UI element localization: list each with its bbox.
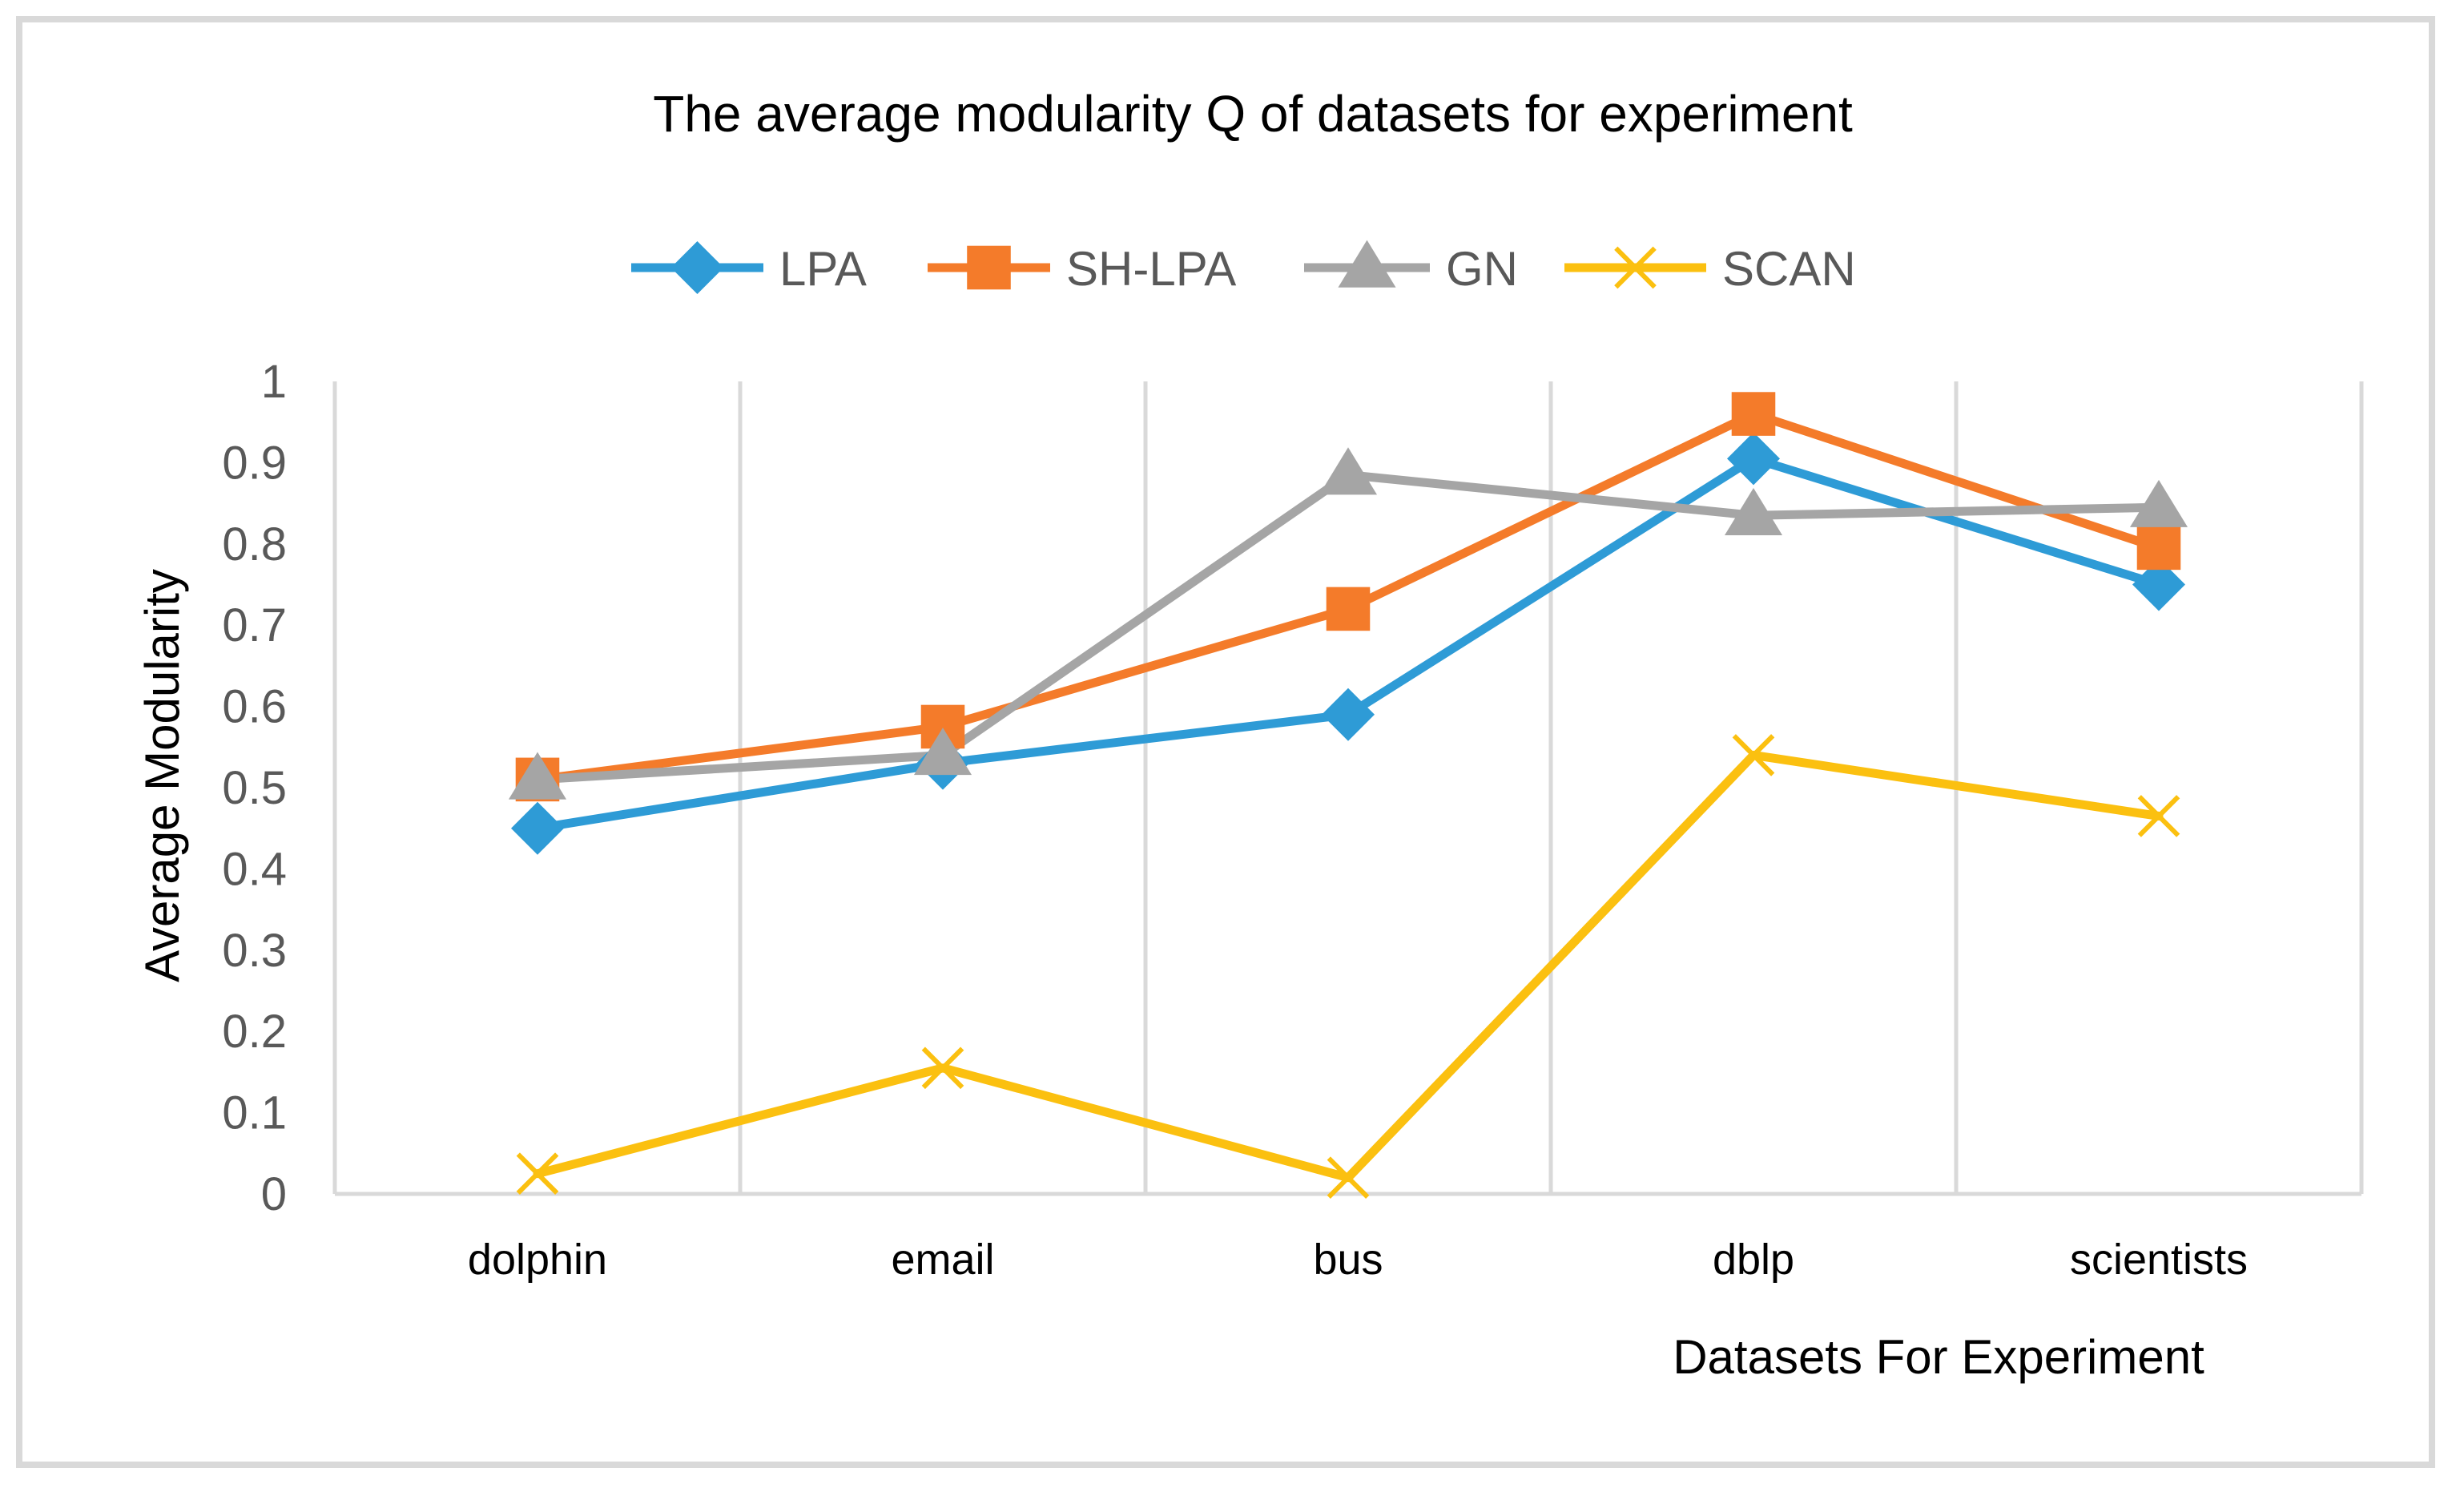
y-tick-label: 0.5 xyxy=(222,762,287,814)
data-point-scan xyxy=(1732,734,1775,776)
data-point-lpa xyxy=(511,801,564,855)
legend-marker-gn xyxy=(1338,240,1396,288)
data-point-scan xyxy=(921,1046,964,1090)
y-tick-label: 0.8 xyxy=(222,518,287,571)
legend-marker-scan xyxy=(1614,246,1657,289)
y-tick-label: 1 xyxy=(261,356,287,408)
gridlines xyxy=(332,381,2364,1196)
series-markers xyxy=(508,392,2188,1200)
y-tick-label: 0.7 xyxy=(222,599,287,651)
x-tick-label: scientists xyxy=(2070,1236,2248,1284)
chart-title: The average modularity Q of datasets for… xyxy=(653,85,1853,143)
legend-label-gn: GN xyxy=(1446,242,1518,296)
y-tick-label: 0 xyxy=(261,1168,287,1220)
data-point-sh-lpa xyxy=(1326,587,1371,631)
y-tick-label: 0.2 xyxy=(222,1006,287,1058)
series-line-scan xyxy=(533,750,2164,1183)
legend-label-lpa: LPA xyxy=(779,242,867,296)
data-point-gn xyxy=(508,752,567,800)
data-point-sh-lpa xyxy=(2136,526,2181,571)
legend: LPA SH-LPA GN SCAN xyxy=(631,240,1856,296)
data-point-gn xyxy=(1319,447,1378,495)
y-tick-label: 0.3 xyxy=(222,925,287,977)
chart: The average modularity Q of datasets for… xyxy=(135,85,2364,1384)
y-tick-label: 0.1 xyxy=(222,1087,287,1139)
y-tick-label: 0.9 xyxy=(222,437,287,489)
data-point-gn xyxy=(2129,479,2188,527)
y-tick-label: 0.6 xyxy=(222,681,287,733)
x-tick-label: email xyxy=(891,1236,994,1284)
data-point-scan xyxy=(1327,1156,1370,1200)
legend-label-sh-lpa: SH-LPA xyxy=(1066,242,1236,296)
data-point-gn xyxy=(913,728,972,776)
legend-label-scan: SCAN xyxy=(1722,242,1856,296)
x-axis-ticks: dolphin email bus dblp scientists xyxy=(468,1236,2248,1284)
x-axis-label: Datasets For Experiment xyxy=(1673,1330,2204,1384)
y-tick-label: 0.4 xyxy=(222,843,287,895)
data-point-scan xyxy=(516,1152,559,1195)
x-tick-label: bus xyxy=(1313,1236,1383,1284)
legend-marker-lpa xyxy=(670,241,724,294)
data-point-lpa xyxy=(2132,558,2185,611)
y-axis-ticks: 0 0.1 0.2 0.3 0.4 0.5 0.6 0.7 0.8 0.9 1 xyxy=(222,356,287,1220)
x-tick-label: dblp xyxy=(1713,1236,1794,1284)
data-point-sh-lpa xyxy=(1731,392,1776,436)
data-point-lpa xyxy=(1322,688,1375,741)
chart-frame: The average modularity Q of datasets for… xyxy=(16,16,2435,1468)
legend-marker-sh-lpa xyxy=(967,245,1011,290)
y-axis-label: Average Modularity xyxy=(135,569,189,982)
data-point-gn xyxy=(1724,487,1783,536)
x-tick-label: dolphin xyxy=(468,1236,607,1284)
data-point-lpa xyxy=(1727,432,1780,486)
data-point-scan xyxy=(2137,795,2180,837)
series-lines xyxy=(533,409,2164,1183)
